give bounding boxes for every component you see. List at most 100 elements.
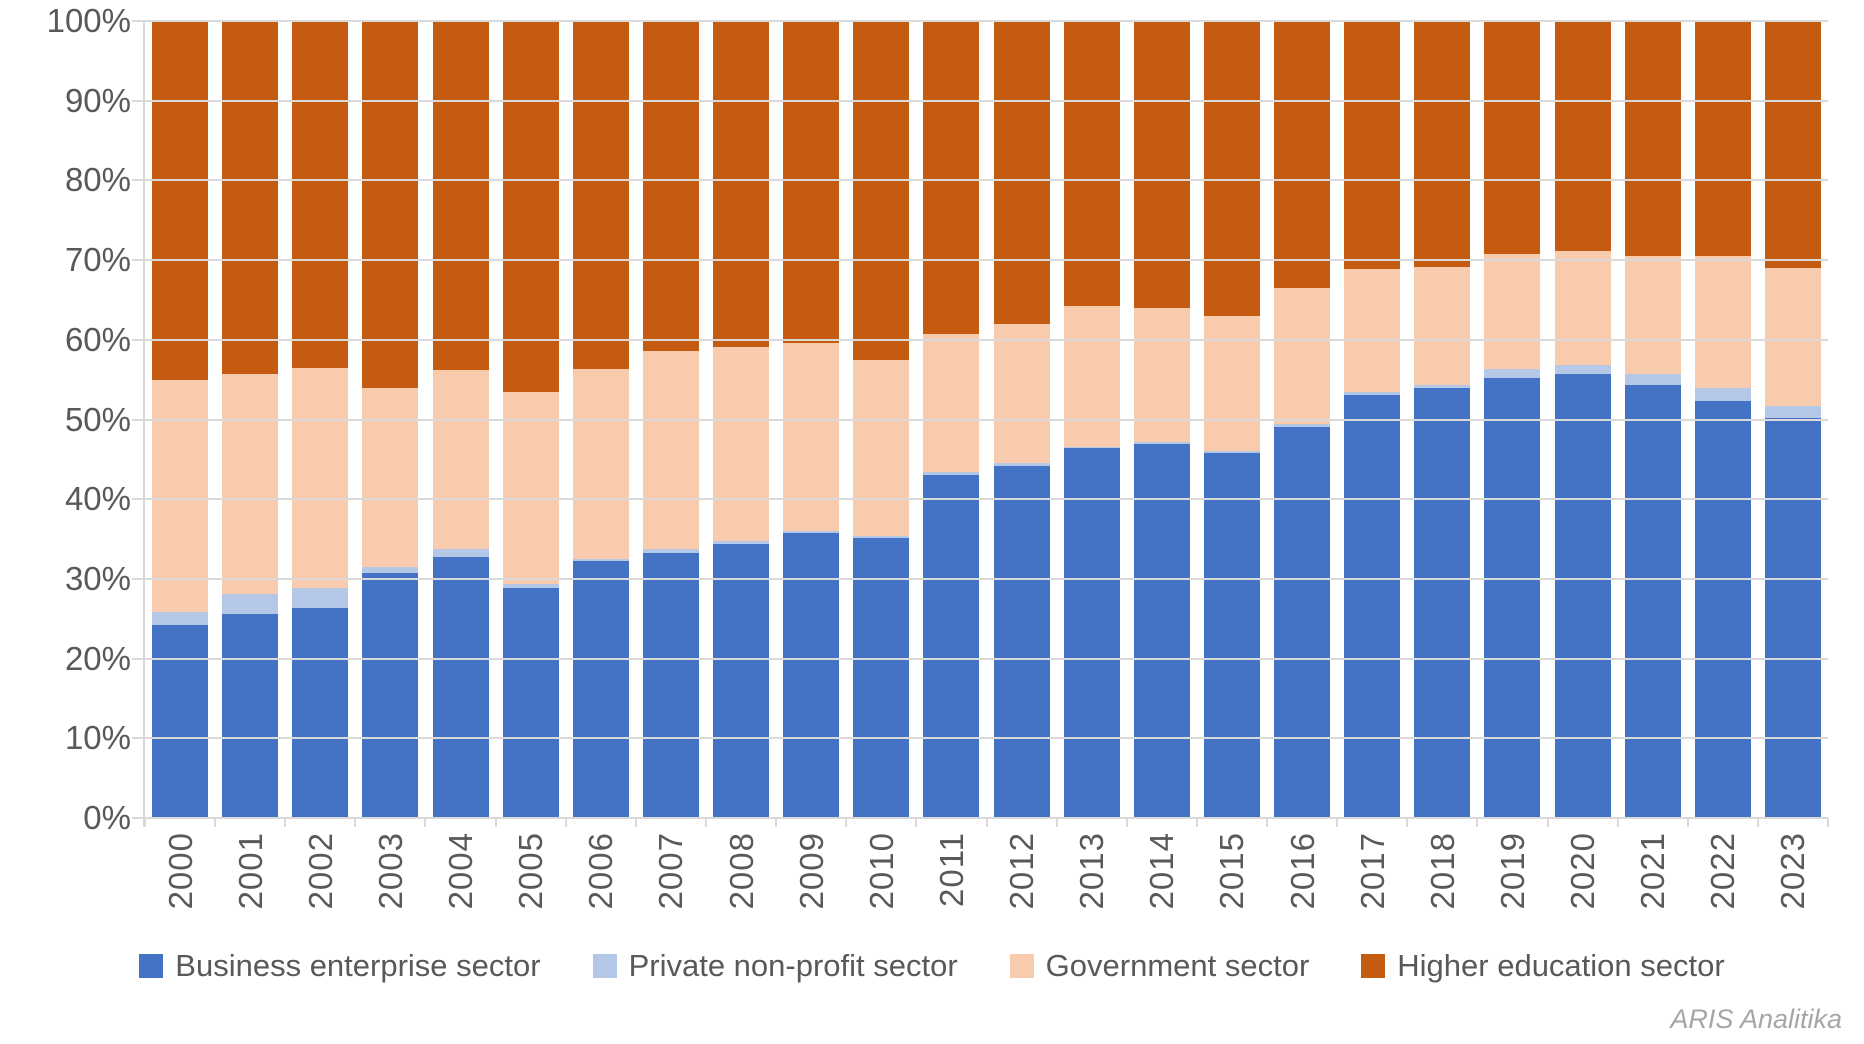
bar-column-2008 [706, 21, 776, 818]
bar-column-2012 [987, 21, 1057, 818]
x-axis-label-2001: 2001 [231, 832, 269, 910]
bar-segment-2022-private-non-profit-sector [1694, 387, 1751, 402]
stacked-bar-2022 [1694, 21, 1751, 818]
bar-segment-2001-higher-education-sector [222, 21, 279, 375]
legend-label: Government sector [1045, 948, 1310, 983]
x-tick [1827, 818, 1829, 827]
stacked-bar-2021 [1624, 21, 1681, 818]
y-tick-100 [132, 20, 145, 22]
y-axis-label-30: 30% [64, 559, 131, 597]
x-cell-2003: 2003 [355, 832, 425, 940]
x-tick [845, 818, 848, 827]
x-tick [354, 818, 357, 827]
x-cell-2002: 2002 [285, 832, 355, 940]
y-tick-90 [132, 99, 145, 102]
x-tick [1336, 818, 1339, 827]
stacked-bar-2003 [362, 21, 419, 818]
bar-segment-2012-private-non-profit-sector [993, 463, 1050, 466]
bar-column-2022 [1688, 21, 1758, 818]
bar-segment-2016-government-sector [1274, 288, 1331, 425]
bar-segment-2012-government-sector [993, 323, 1050, 464]
bar-segment-2011-private-non-profit-sector [923, 472, 980, 475]
bar-column-2020 [1548, 21, 1618, 818]
stacked-bar-2008 [713, 21, 770, 818]
y-tick-0 [132, 817, 145, 819]
x-axis-label-2007: 2007 [652, 832, 690, 910]
gridline-40 [145, 498, 1828, 501]
bar-segment-2009-government-sector [783, 343, 840, 532]
bar-segment-2006-government-sector [572, 368, 629, 559]
x-tick [424, 818, 427, 827]
stacked-bar-2018 [1414, 21, 1471, 818]
bar-segment-2012-higher-education-sector [993, 21, 1050, 324]
x-axis-label-2014: 2014 [1143, 832, 1181, 910]
bar-segment-2020-private-non-profit-sector [1554, 364, 1611, 375]
x-axis-label-2005: 2005 [512, 832, 550, 910]
gridline-100 [145, 20, 1828, 22]
bar-segment-2015-higher-education-sector [1203, 21, 1260, 316]
y-tick-20 [132, 657, 145, 660]
bar-column-2018 [1407, 21, 1477, 818]
bar-segment-2021-higher-education-sector [1624, 21, 1681, 257]
bar-segment-2013-business-enterprise-sector [1063, 448, 1120, 818]
stacked-bar-2011 [923, 21, 980, 818]
stacked-bar-2007 [642, 21, 699, 818]
bar-column-2003 [355, 21, 425, 818]
bar-segment-2019-higher-education-sector [1484, 21, 1541, 254]
bar-segment-2018-higher-education-sector [1414, 21, 1471, 268]
bar-segment-2015-private-non-profit-sector [1203, 451, 1260, 453]
gridline-50 [145, 418, 1828, 421]
x-axis-label-2004: 2004 [442, 832, 480, 910]
bar-segment-2008-private-non-profit-sector [713, 541, 770, 544]
stacked-bar-2004 [432, 21, 489, 818]
bar-segment-2023-business-enterprise-sector [1764, 417, 1821, 818]
bar-segment-2014-government-sector [1133, 307, 1190, 442]
bar-column-2000 [145, 21, 215, 818]
x-tick [1756, 818, 1759, 827]
bar-segment-2013-private-non-profit-sector [1063, 446, 1120, 449]
x-cell-2011: 2011 [916, 832, 986, 940]
stacked-bar-2017 [1344, 21, 1401, 818]
y-tick-60 [132, 338, 145, 341]
bar-segment-2023-government-sector [1764, 268, 1821, 406]
bar-segment-2020-higher-education-sector [1554, 21, 1611, 251]
x-cell-2012: 2012 [987, 832, 1057, 940]
bar-segment-2009-business-enterprise-sector [783, 532, 840, 818]
y-axis-line [143, 21, 145, 827]
x-axis-label-2011: 2011 [932, 832, 970, 907]
bar-segment-2010-higher-education-sector [853, 21, 910, 360]
gridline-30 [145, 577, 1828, 580]
bar-segment-2006-private-non-profit-sector [572, 558, 629, 562]
stacked-bar-2010 [853, 21, 910, 818]
bar-segment-2000-business-enterprise-sector [152, 625, 209, 818]
x-axis-label-2023: 2023 [1774, 832, 1812, 910]
x-cell-2019: 2019 [1477, 832, 1547, 940]
bar-segment-2007-higher-education-sector [642, 21, 699, 351]
stacked-bar-2002 [292, 21, 349, 818]
x-cell-2016: 2016 [1267, 832, 1337, 940]
bar-column-2010 [846, 21, 916, 818]
plot-area [132, 20, 1829, 827]
bar-segment-2019-business-enterprise-sector [1484, 378, 1541, 818]
x-cell-2017: 2017 [1337, 832, 1407, 940]
y-tick-40 [132, 498, 145, 501]
x-tick [1476, 818, 1479, 827]
bar-column-2001 [215, 21, 285, 818]
y-axis-label-20: 20% [64, 639, 131, 677]
x-tick [1125, 818, 1128, 827]
x-tick [1265, 818, 1268, 827]
stacked-bar-2016 [1274, 21, 1331, 818]
stacked-bar-2000 [152, 21, 209, 818]
bars-container [145, 21, 1828, 818]
bar-segment-2019-private-non-profit-sector [1484, 369, 1541, 379]
y-axis-label-80: 80% [64, 161, 131, 199]
bar-segment-2014-private-non-profit-sector [1133, 441, 1190, 445]
stacked-bar-2015 [1203, 21, 1260, 818]
x-tick [985, 818, 988, 827]
x-cell-2018: 2018 [1407, 832, 1477, 940]
x-cell-2014: 2014 [1127, 832, 1197, 940]
y-axis-label-100: 100% [46, 2, 131, 39]
x-tick [144, 818, 146, 827]
legend: Business enterprise sector Private non-pr… [0, 948, 1864, 984]
x-axis-labels: 2000 2001 2002 2003 2004 2005 2006 2007 2008 2009… [145, 832, 1828, 940]
